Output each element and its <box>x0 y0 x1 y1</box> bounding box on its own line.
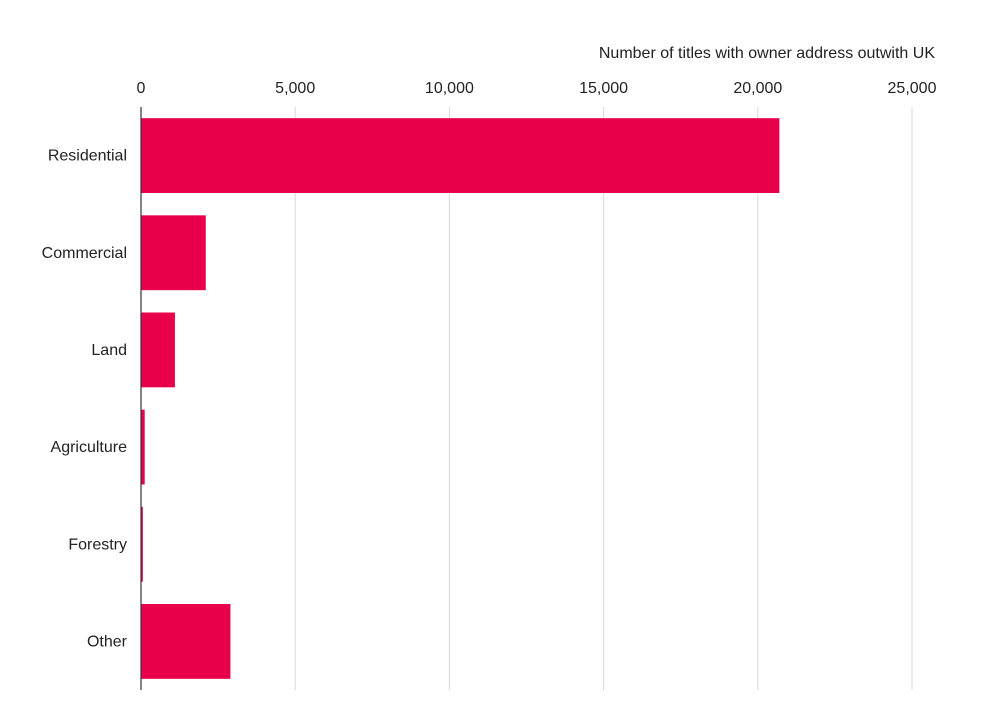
x-tick-label: 20,000 <box>733 80 782 97</box>
category-label-residential: Residential <box>48 148 127 165</box>
x-axis-title: Number of titles with owner address outw… <box>599 45 935 62</box>
x-tick-label: 0 <box>137 80 146 97</box>
x-tick-labels: 0 5,000 10,000 15,000 20,000 25,000 <box>137 80 937 97</box>
bar-other <box>141 604 231 679</box>
category-label-land: Land <box>91 342 127 359</box>
bar-land <box>141 312 175 388</box>
category-labels: Residential Commercial Land Agriculture Fore… <box>42 148 128 651</box>
category-label-other: Other <box>87 633 128 650</box>
bar-agriculture <box>141 409 145 485</box>
x-tick-label: 10,000 <box>425 80 474 97</box>
category-label-agriculture: Agriculture <box>51 439 128 456</box>
bar-residential <box>141 118 780 193</box>
category-label-forestry: Forestry <box>68 536 127 553</box>
x-tick-label: 25,000 <box>888 80 937 97</box>
bars <box>141 118 780 679</box>
category-label-commercial: Commercial <box>42 245 127 262</box>
bar-commercial <box>141 215 206 291</box>
x-tick-label: 5,000 <box>275 80 315 97</box>
gridlines <box>294 107 913 690</box>
x-tick-label: 15,000 <box>579 80 628 97</box>
bar-forestry <box>141 506 143 582</box>
